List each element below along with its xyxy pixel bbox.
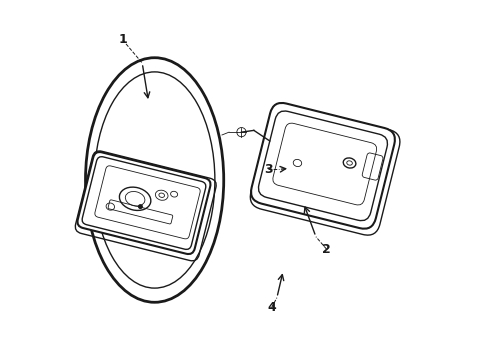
- FancyBboxPatch shape: [251, 103, 395, 229]
- Text: 2: 2: [322, 243, 331, 256]
- FancyBboxPatch shape: [77, 152, 211, 254]
- Text: 1: 1: [119, 33, 127, 46]
- Text: 4: 4: [267, 301, 276, 314]
- Text: 3: 3: [264, 163, 272, 176]
- Circle shape: [139, 205, 142, 208]
